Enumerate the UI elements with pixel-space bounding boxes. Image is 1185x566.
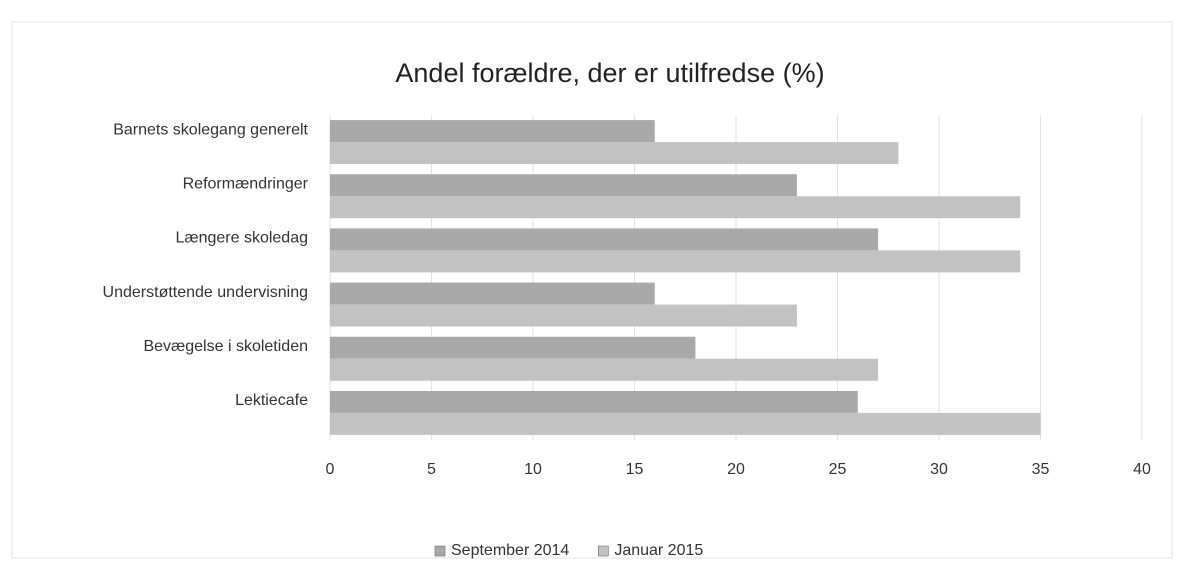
x-tick-label: 40: [1133, 461, 1151, 478]
x-tick-label: 15: [626, 461, 644, 478]
legend-swatch: [434, 545, 446, 557]
x-tick-label: 10: [524, 461, 542, 478]
bar: [330, 304, 797, 327]
x-tick-label: 25: [829, 461, 847, 478]
bar: [330, 228, 879, 251]
bar: [330, 336, 696, 359]
y-tick-label: Understøttende undervisning: [103, 284, 308, 301]
y-tick-label: Lektiecafe: [235, 392, 308, 409]
bar: [330, 196, 1021, 219]
legend-label: September 2014: [451, 542, 569, 559]
legend-swatch: [598, 545, 609, 557]
y-tick-label: Længere skoledag: [175, 230, 308, 247]
y-tick-label: Reformændringer: [183, 175, 309, 192]
chart-frame: [11, 21, 1173, 559]
x-tick-label: 0: [326, 461, 335, 478]
x-tick-label: 30: [930, 461, 948, 478]
chart-title: Andel forældre, der er utilfredse (%): [395, 58, 824, 88]
x-tick-label: 35: [1032, 461, 1050, 478]
bar: [330, 358, 879, 381]
x-tick-label: 20: [727, 461, 745, 478]
bar: [330, 390, 858, 413]
legend-label: Januar 2015: [614, 542, 703, 559]
x-tick-label: 5: [427, 461, 436, 478]
bar: [330, 120, 655, 143]
bar: [330, 174, 797, 197]
bar: [330, 412, 1041, 435]
bar: [330, 282, 655, 305]
y-tick-label: Bevægelse i skoletiden: [143, 338, 308, 355]
bar: [330, 142, 899, 165]
bar: [330, 250, 1021, 273]
y-tick-label: Barnets skolegang generelt: [113, 121, 308, 138]
